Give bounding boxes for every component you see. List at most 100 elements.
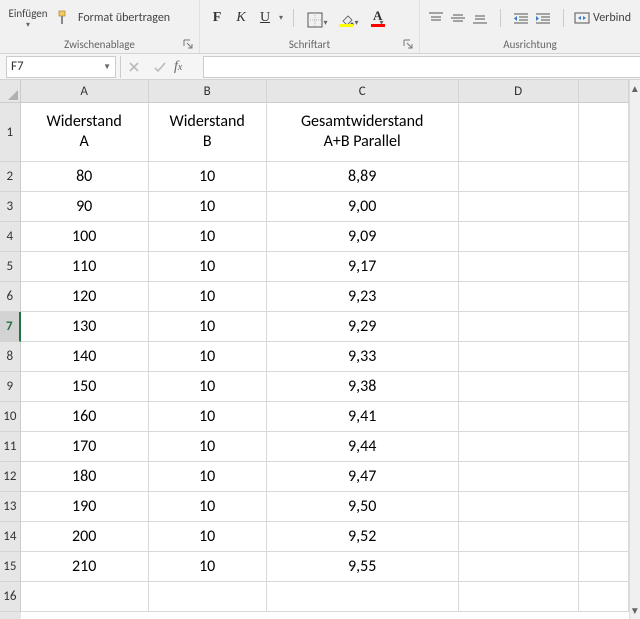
cell-C4[interactable]: 9,09 [267, 222, 459, 252]
cell-C12[interactable]: 9,47 [267, 462, 459, 492]
row-header-5[interactable]: 5 [0, 252, 21, 282]
row-header-2[interactable]: 2 [0, 162, 21, 192]
align-top-button[interactable] [426, 9, 446, 27]
row-header-13[interactable]: 13 [0, 492, 21, 522]
cell-E6[interactable] [579, 282, 629, 312]
cell-E16[interactable] [579, 582, 629, 612]
align-middle-button[interactable] [448, 9, 468, 27]
cell-C2[interactable]: 8,89 [267, 162, 459, 192]
borders-button[interactable]: ▾ [304, 8, 330, 28]
cell-C5[interactable]: 9,17 [267, 252, 459, 282]
cell-E8[interactable] [579, 342, 629, 372]
cell-B9[interactable]: 10 [149, 372, 267, 402]
chevron-down-icon[interactable]: ▾ [279, 13, 283, 23]
cell-A7[interactable]: 130 [21, 312, 149, 342]
font-color-button[interactable]: A ▾ [368, 8, 394, 28]
cell-D8[interactable] [459, 342, 579, 372]
align-bottom-button[interactable] [470, 9, 490, 27]
cell-C15[interactable]: 9,55 [267, 552, 459, 582]
cell-E7[interactable] [579, 312, 629, 342]
cell-D10[interactable] [459, 402, 579, 432]
cell-D15[interactable] [459, 552, 579, 582]
cell-E1[interactable] [579, 103, 629, 162]
cell-A13[interactable]: 190 [21, 492, 149, 522]
cell-D4[interactable] [459, 222, 579, 252]
cell-C7[interactable]: 9,29 [267, 312, 459, 342]
dialog-launcher-font[interactable] [403, 39, 413, 49]
column-header-b[interactable]: B [149, 80, 267, 103]
cell-C1[interactable]: Gesamtwiderstand A+B Parallel [267, 103, 459, 162]
cell-C13[interactable]: 9,50 [267, 492, 459, 522]
cell-B5[interactable]: 10 [149, 252, 267, 282]
cell-A14[interactable]: 200 [21, 522, 149, 552]
chevron-down-icon[interactable]: ▼ [103, 62, 111, 72]
column-header-c[interactable]: C [267, 80, 459, 103]
increase-indent-button[interactable] [533, 9, 553, 27]
cell-A5[interactable]: 110 [21, 252, 149, 282]
cell-E10[interactable] [579, 402, 629, 432]
select-all-corner[interactable] [0, 80, 21, 103]
cell-E5[interactable] [579, 252, 629, 282]
cell-D13[interactable] [459, 492, 579, 522]
vertical-scrollbar[interactable]: ▲ ▼ [629, 80, 640, 619]
underline-button[interactable]: U [254, 8, 276, 28]
row-header-16[interactable]: 16 [0, 582, 21, 612]
cell-D11[interactable] [459, 432, 579, 462]
cell-A11[interactable]: 170 [21, 432, 149, 462]
cell-C6[interactable]: 9,23 [267, 282, 459, 312]
cell-C10[interactable]: 9,41 [267, 402, 459, 432]
cell-B7[interactable]: 10 [149, 312, 267, 342]
cell-B14[interactable]: 10 [149, 522, 267, 552]
cell-A16[interactable] [21, 582, 149, 612]
cell-E14[interactable] [579, 522, 629, 552]
row-header-8[interactable]: 8 [0, 342, 21, 372]
cell-B12[interactable]: 10 [149, 462, 267, 492]
row-header-3[interactable]: 3 [0, 192, 21, 222]
cell-E2[interactable] [579, 162, 629, 192]
column-header-e-partial[interactable] [579, 80, 629, 103]
cell-C8[interactable]: 9,33 [267, 342, 459, 372]
cell-C9[interactable]: 9,38 [267, 372, 459, 402]
cell-A2[interactable]: 80 [21, 162, 149, 192]
merge-cells-button[interactable]: Verbind [574, 11, 631, 25]
bold-button[interactable]: F [206, 8, 228, 28]
column-header-d[interactable]: D [459, 80, 579, 103]
cell-E13[interactable] [579, 492, 629, 522]
cell-B4[interactable]: 10 [149, 222, 267, 252]
cell-E4[interactable] [579, 222, 629, 252]
format-painter-button[interactable]: Format übertragen [56, 9, 170, 27]
cell-A15[interactable]: 210 [21, 552, 149, 582]
cell-A9[interactable]: 150 [21, 372, 149, 402]
row-header-10[interactable]: 10 [0, 402, 21, 432]
cell-E11[interactable] [579, 432, 629, 462]
row-header-6[interactable]: 6 [0, 282, 21, 312]
column-header-a[interactable]: A [21, 80, 149, 103]
insert-function-button[interactable]: fx [173, 56, 199, 78]
cell-D5[interactable] [459, 252, 579, 282]
cell-A6[interactable]: 120 [21, 282, 149, 312]
row-header-1[interactable]: 1 [0, 103, 21, 162]
cell-A4[interactable]: 100 [21, 222, 149, 252]
cell-C14[interactable]: 9,52 [267, 522, 459, 552]
cell-A3[interactable]: 90 [21, 192, 149, 222]
cell-D6[interactable] [459, 282, 579, 312]
cell-B6[interactable]: 10 [149, 282, 267, 312]
cell-D1[interactable] [459, 103, 579, 162]
cell-B11[interactable]: 10 [149, 432, 267, 462]
row-header-15[interactable]: 15 [0, 552, 21, 582]
cell-C16[interactable] [267, 582, 459, 612]
row-header-4[interactable]: 4 [0, 222, 21, 252]
row-header-7[interactable]: 7 [0, 312, 21, 342]
cell-B16[interactable] [149, 582, 267, 612]
cell-C11[interactable]: 9,44 [267, 432, 459, 462]
name-box[interactable]: F7 ▼ [6, 56, 116, 78]
cell-A10[interactable]: 160 [21, 402, 149, 432]
formula-input[interactable] [203, 56, 640, 78]
cell-D2[interactable] [459, 162, 579, 192]
cell-B3[interactable]: 10 [149, 192, 267, 222]
row-header-9[interactable]: 9 [0, 372, 21, 402]
row-header-12[interactable]: 12 [0, 462, 21, 492]
cell-area[interactable]: Widerstand AWiderstand BGesamtwiderstand… [21, 103, 629, 619]
fill-color-button[interactable]: ▾ [336, 8, 362, 28]
cell-A12[interactable]: 180 [21, 462, 149, 492]
